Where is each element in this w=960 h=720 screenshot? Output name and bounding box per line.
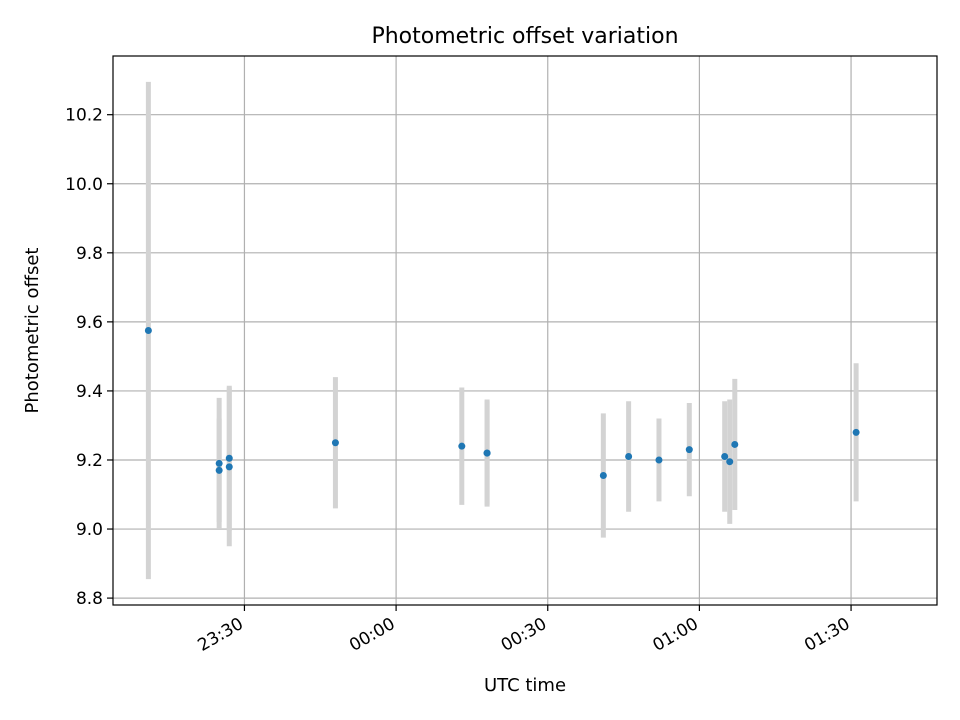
y-tick-label: 10.0 — [65, 175, 103, 195]
x-tick-label: 00:30 — [498, 614, 550, 656]
y-tick-label: 9.6 — [76, 313, 103, 333]
data-point — [721, 453, 729, 461]
x-tick-label: 01:30 — [801, 614, 853, 656]
data-points — [144, 327, 860, 480]
y-tick-label: 9.0 — [76, 520, 103, 540]
data-point — [483, 449, 491, 457]
plot-area-frame — [112, 55, 938, 606]
data-point — [685, 446, 693, 454]
x-tick-label: 01:00 — [649, 614, 701, 656]
grid — [113, 56, 937, 605]
data-point — [215, 459, 223, 467]
y-axis-ticks: 8.8 9.0 9.2 9.4 9.6 9.8 10.0 10.2 — [65, 106, 113, 609]
data-point — [852, 428, 860, 436]
data-point — [655, 456, 663, 464]
data-point — [225, 454, 233, 462]
data-point — [458, 442, 466, 450]
x-tick-label: 00:00 — [346, 614, 398, 656]
x-axis-ticks: 23:30 00:00 00:30 01:00 01:30 — [195, 605, 854, 656]
data-point — [144, 327, 152, 334]
y-tick-label: 10.2 — [65, 106, 103, 126]
data-point — [731, 440, 739, 448]
y-tick-label: 9.2 — [76, 451, 103, 471]
x-axis-label: UTC time — [484, 675, 566, 696]
data-point — [225, 463, 233, 471]
y-tick-label: 8.8 — [76, 589, 103, 609]
chart-title: Photometric offset variation — [371, 24, 678, 49]
data-point — [331, 439, 339, 447]
data-point — [599, 472, 607, 480]
x-tick-label: 23:30 — [195, 614, 247, 656]
y-tick-label: 9.4 — [76, 382, 103, 402]
data-point — [215, 466, 223, 474]
error-bars — [145, 81, 859, 580]
data-point — [625, 453, 633, 461]
data-point — [726, 458, 734, 466]
y-axis-label: Photometric offset — [22, 248, 43, 414]
y-tick-label: 9.8 — [76, 244, 103, 264]
